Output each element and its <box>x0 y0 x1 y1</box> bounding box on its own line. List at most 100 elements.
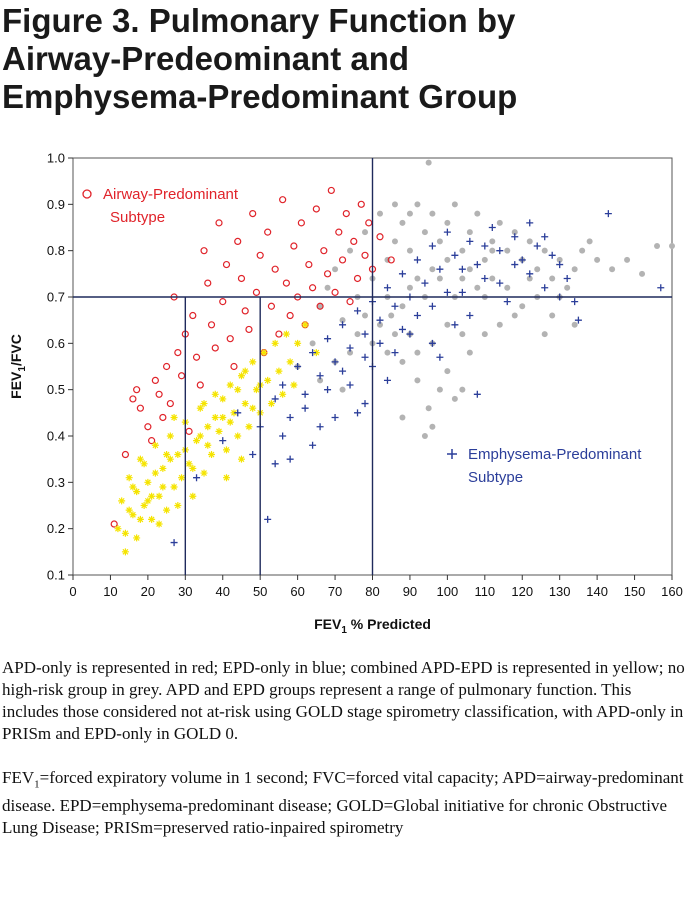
data-point-emphysema-predominant <box>511 233 519 241</box>
data-point-emphysema-predominant <box>294 363 302 370</box>
data-point-no-high-risk <box>541 331 548 338</box>
data-point-no-high-risk <box>511 312 518 319</box>
data-point-no-high-risk <box>556 256 563 263</box>
data-point-airway-predominant <box>121 450 130 459</box>
data-point-no-high-risk <box>459 386 466 393</box>
data-point-emphysema-predominant <box>473 261 481 269</box>
data-point-airway-predominant <box>133 386 141 394</box>
data-point-airway-predominant <box>279 196 287 204</box>
data-point-emphysema-predominant <box>346 381 354 389</box>
data-point-airway-predominant <box>346 298 354 306</box>
data-point-combined <box>294 339 302 347</box>
data-point-no-high-risk <box>339 386 346 393</box>
data-point-emphysema-predominant <box>234 409 242 417</box>
data-point-combined <box>159 483 167 491</box>
data-point-combined <box>200 469 208 477</box>
data-point-combined <box>125 506 133 514</box>
data-point-no-high-risk <box>459 275 466 282</box>
data-point-combined <box>279 390 287 398</box>
data-point-emphysema-predominant <box>286 455 294 463</box>
caption-paragraph-1: APD-only is represented in red; EPD-only… <box>2 658 685 743</box>
data-point-no-high-risk <box>399 303 406 310</box>
data-point-emphysema-predominant <box>339 321 347 329</box>
data-point-combined <box>312 349 320 357</box>
data-point-combined <box>208 451 216 459</box>
data-point-airway-predominant <box>159 413 167 422</box>
data-point-airway-predominant <box>365 219 373 227</box>
data-point-emphysema-predominant <box>428 242 436 250</box>
data-point-emphysema-predominant <box>556 261 564 269</box>
y-tick-label: 0.3 <box>47 475 65 490</box>
data-point-combined <box>148 515 156 523</box>
data-point-emphysema-predominant <box>604 210 612 218</box>
data-point-emphysema-predominant <box>354 409 362 417</box>
data-point-no-high-risk <box>579 247 586 254</box>
data-point-combined <box>166 432 174 440</box>
caption-fev-label: FEV <box>2 768 35 787</box>
x-tick-label: 90 <box>403 584 417 599</box>
data-point-combined <box>155 492 163 500</box>
data-point-emphysema-predominant <box>518 256 526 264</box>
data-point-no-high-risk <box>391 331 398 338</box>
data-point-airway-predominant <box>230 362 238 371</box>
x-tick-label: 70 <box>328 584 342 599</box>
data-point-emphysema-predominant <box>473 390 481 398</box>
data-point-emphysema-predominant <box>383 376 391 384</box>
data-point-airway-predominant <box>148 437 156 445</box>
data-point-combined <box>133 488 141 496</box>
data-point-no-high-risk <box>526 238 533 245</box>
data-point-combined <box>193 437 201 445</box>
data-point-no-high-risk <box>406 210 413 217</box>
data-point-no-high-risk <box>504 247 511 254</box>
data-point-no-high-risk <box>451 395 458 402</box>
data-point-no-high-risk <box>609 266 616 273</box>
data-point-airway-predominant <box>271 265 279 273</box>
data-point-emphysema-predominant <box>541 233 549 241</box>
data-point-airway-predominant <box>174 349 182 357</box>
data-point-combined <box>204 441 212 449</box>
data-point-no-high-risk <box>391 238 398 245</box>
data-points <box>110 159 675 556</box>
data-point-no-high-risk <box>474 210 481 217</box>
data-point-no-high-risk <box>549 275 556 282</box>
y-tick-label: 0.6 <box>47 336 65 351</box>
data-point-airway-predominant <box>290 242 298 250</box>
data-point-no-high-risk <box>429 266 436 273</box>
data-point-combined <box>170 483 178 491</box>
data-point-no-high-risk <box>489 247 496 254</box>
data-point-no-high-risk <box>399 414 406 421</box>
data-point-no-high-risk <box>496 219 503 226</box>
data-point-combined <box>144 478 152 486</box>
data-point-combined <box>234 386 242 394</box>
data-point-emphysema-predominant <box>279 432 287 440</box>
data-point-combined <box>166 455 174 463</box>
data-point-airway-predominant <box>207 321 216 329</box>
data-point-airway-predominant <box>361 251 369 259</box>
data-point-airway-predominant <box>357 200 365 208</box>
data-point-emphysema-predominant <box>361 400 369 408</box>
data-point-no-high-risk <box>669 243 675 250</box>
data-point-emphysema-predominant <box>421 279 429 287</box>
x-tick-label: 120 <box>511 584 533 599</box>
x-tick-label: 110 <box>474 584 495 599</box>
y-tick-label: 0.8 <box>47 243 65 258</box>
legend-marker-emphysema <box>447 449 457 459</box>
data-point-combined <box>301 321 309 329</box>
y-tick-label: 0.9 <box>47 197 65 212</box>
data-point-no-high-risk <box>459 247 466 254</box>
data-point-emphysema-predominant <box>383 284 391 292</box>
data-point-emphysema-predominant <box>496 279 504 287</box>
data-point-airway-predominant <box>387 256 395 264</box>
data-point-combined <box>140 460 148 468</box>
y-tick-label: 0.1 <box>47 568 65 583</box>
data-point-emphysema-predominant <box>339 367 347 375</box>
data-point-no-high-risk <box>414 275 421 282</box>
data-point-combined <box>159 464 167 472</box>
data-point-emphysema-predominant <box>398 270 406 278</box>
data-point-emphysema-predominant <box>574 316 582 324</box>
data-point-emphysema-predominant <box>361 353 369 361</box>
data-point-combined <box>215 427 223 435</box>
data-point-no-high-risk <box>451 201 458 208</box>
data-point-emphysema-predominant <box>324 386 332 394</box>
data-point-airway-predominant <box>215 219 223 227</box>
